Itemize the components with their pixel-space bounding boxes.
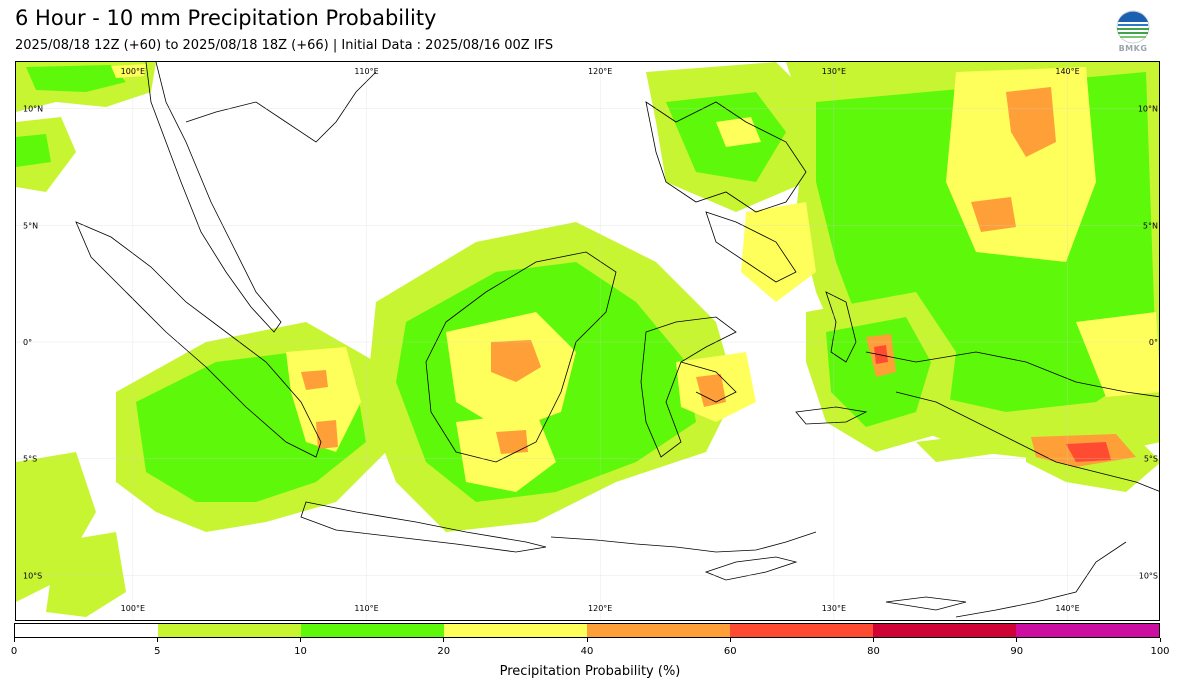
latitude-label: 0° <box>23 338 32 347</box>
colorbar-segment <box>587 624 730 637</box>
colorbar-tick-mark <box>443 638 445 642</box>
colorbar-segment <box>1016 624 1159 637</box>
latitude-label: 0° <box>1149 338 1158 347</box>
colorbar-tick-label: 80 <box>867 646 880 657</box>
colorbar-tick-mark <box>1159 638 1161 642</box>
colorbar-segment <box>158 624 301 637</box>
longitude-label: 100°E <box>121 67 145 76</box>
coordinate-labels: 100°E 100°E 110°E 110°E 120°E 120°E 130°E 130°E… <box>23 67 1158 613</box>
longitude-label: 100°E <box>121 604 145 613</box>
latitude-label: 10°S <box>1139 571 1158 580</box>
colorbar-label: Precipitation Probability (%) <box>499 664 681 679</box>
colorbar <box>14 623 1160 638</box>
longitude-label: 140°E <box>1055 604 1079 613</box>
colorbar-tick-mark <box>300 638 301 642</box>
colorbar-tick-label: 10 <box>294 646 307 657</box>
longitude-label: 140°E <box>1055 67 1079 76</box>
latitude-label: 5°S <box>23 455 37 464</box>
map-gridlines <box>16 62 1159 620</box>
colorbar-tick-mark <box>1016 638 1018 642</box>
colorbar-tick-label: 5 <box>154 646 161 657</box>
colorbar-tick-label: 100 <box>1150 646 1170 657</box>
colorbar-segment <box>873 624 1016 637</box>
colorbar-tick-label: 20 <box>437 646 451 657</box>
colorbar-segment <box>444 624 587 637</box>
colorbar-tick-label: 90 <box>1010 646 1024 657</box>
longitude-label: 110°E <box>354 604 378 613</box>
latitude-label: 5°N <box>23 221 38 230</box>
colorbar-segment <box>301 624 444 637</box>
latitude-label: 10°N <box>1138 105 1158 114</box>
colorbar-tick-mark <box>13 638 15 642</box>
colorbar-tick-label: 60 <box>723 646 737 657</box>
coastlines <box>75 62 1159 618</box>
longitude-label: 120°E <box>588 604 612 613</box>
colorbar-tick-mark <box>873 638 874 642</box>
latitude-label: 10°S <box>23 571 42 580</box>
longitude-label: 120°E <box>588 67 612 76</box>
latitude-label: 5°N <box>1143 221 1158 230</box>
map-subtitle: 2025/08/18 12Z (+60) to 2025/08/18 18Z (… <box>15 38 554 53</box>
colorbar-tick-label: 40 <box>580 646 594 657</box>
colorbar-tick-label: 0 <box>10 646 18 657</box>
colorbar-segment <box>15 624 158 637</box>
precipitation-field <box>16 62 1159 617</box>
colorbar-segment <box>730 624 873 637</box>
colorbar-tick-mark <box>156 638 158 642</box>
colorbar-tick-mark <box>729 638 731 642</box>
map-title: 6 Hour - 10 mm Precipitation Probability <box>15 6 437 30</box>
precipitation-map[interactable]: 100°E 100°E 110°E 110°E 120°E 120°E 130°E 130°E… <box>15 61 1160 621</box>
colorbar-tick-mark <box>586 638 588 642</box>
longitude-label: 130°E <box>822 67 846 76</box>
latitude-label: 10°N <box>23 105 43 114</box>
latitude-label: 5°S <box>1144 455 1158 464</box>
longitude-label: 110°E <box>354 67 378 76</box>
logo-text: BMKG <box>1118 44 1148 53</box>
longitude-label: 130°E <box>822 604 846 613</box>
bmkg-logo-icon <box>1116 10 1150 44</box>
